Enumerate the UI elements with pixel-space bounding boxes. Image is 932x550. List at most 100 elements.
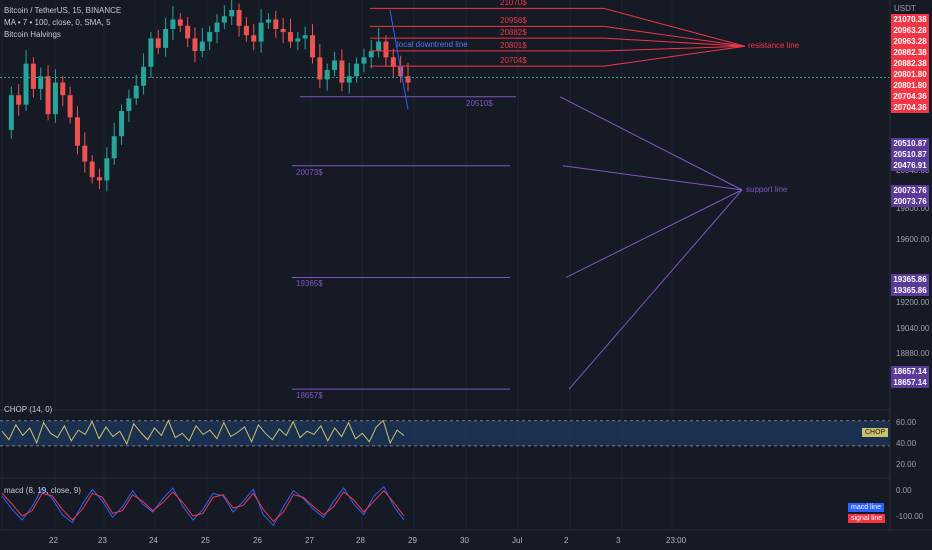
candle-body <box>119 110 125 137</box>
candle-body <box>295 38 301 42</box>
resistance-annotation: resistance line <box>748 41 800 51</box>
candle-body <box>368 51 374 58</box>
resistance-price-tag: 20801.80 <box>891 69 929 80</box>
candle-body <box>30 63 36 89</box>
candle-body <box>383 41 389 58</box>
candle-body <box>236 10 242 26</box>
candle-body <box>251 35 257 42</box>
downtrend-annotation: local downtrend line <box>397 40 468 49</box>
candle-body <box>243 25 249 36</box>
candle-body <box>16 95 22 105</box>
candle-body <box>390 57 396 67</box>
halvings-legend[interactable]: Bitcoin Halvings <box>4 30 61 39</box>
resistance-arrow <box>603 25 746 47</box>
candle-body <box>89 161 95 178</box>
resistance-price-tag: 20704.36 <box>891 91 929 102</box>
candle-body <box>339 60 345 83</box>
candle-body <box>361 57 367 64</box>
candle-body <box>67 95 73 118</box>
resistance-level-label: 20704$ <box>500 56 527 66</box>
candle-body <box>199 41 205 52</box>
candle-body <box>332 60 338 70</box>
candle-body <box>155 38 161 48</box>
macd-axis-label: 0.00 <box>896 485 912 495</box>
time-axis-label: 24 <box>149 536 158 545</box>
candle-body <box>207 32 213 42</box>
candle-body <box>185 25 191 39</box>
ma-legend[interactable]: MA • 7 • 100, close, 0, SMA, 5 <box>4 18 111 27</box>
candle-body <box>376 41 382 52</box>
candle-body <box>104 158 110 181</box>
resistance-arrow <box>603 37 746 47</box>
candle-body <box>265 19 271 23</box>
support-price-tag: 20073.76 <box>891 185 929 196</box>
support-arrow <box>568 189 743 390</box>
resistance-price-tag: 20704.36 <box>891 102 929 113</box>
time-axis-label: 28 <box>356 536 365 545</box>
resistance-price-tag: 20963.28 <box>891 36 929 47</box>
candle-body <box>302 35 308 39</box>
signal-line <box>1 489 405 523</box>
candle-body <box>45 76 51 115</box>
currency-label: USDT <box>894 4 916 13</box>
candle-body <box>163 28 169 48</box>
macd-legend[interactable]: macd (8, 19, close, 9) <box>4 486 81 495</box>
time-axis-label: 30 <box>460 536 469 545</box>
macd-axis-label: -100.00 <box>896 512 924 522</box>
candle-body <box>221 16 227 23</box>
resistance-arrow <box>603 45 746 52</box>
macd-pane <box>1 485 405 527</box>
candle-body <box>280 28 286 33</box>
support-price-tag: 19365.86 <box>891 285 929 296</box>
candle-body <box>126 98 132 111</box>
chop-axis-label: 40.00 <box>896 439 917 448</box>
candle-body <box>96 177 102 181</box>
price-axis-label: 19600.00 <box>896 235 930 245</box>
candle-body <box>354 63 360 77</box>
candle-body <box>38 76 44 89</box>
macd-series-badge: macd line <box>848 503 884 512</box>
candle-body <box>111 136 117 159</box>
time-axis-label: 3 <box>616 536 621 545</box>
candle-body <box>405 76 411 83</box>
resistance-level-label: 20956$ <box>500 16 527 26</box>
symbol-legend[interactable]: Bitcoin / TetherUS, 15, BINANCE <box>4 6 122 15</box>
price-axis-label: 19040.00 <box>896 323 930 333</box>
time-axis-label: 25 <box>201 536 210 545</box>
candle-body <box>287 32 293 42</box>
support-price-tag: 18657.14 <box>891 366 929 377</box>
candle-body <box>170 19 176 29</box>
support-annotation: support line <box>746 184 788 194</box>
candle-body <box>133 85 139 99</box>
resistance-price-tag: 21070.38 <box>891 14 929 25</box>
resistance-arrow <box>603 7 746 47</box>
support-price-tag: 20510.87 <box>891 138 929 149</box>
candle-body <box>52 82 58 115</box>
candle-body <box>148 38 154 67</box>
support-arrow <box>559 96 743 191</box>
support-level-label: 18657$ <box>296 391 323 401</box>
candle-body <box>177 19 183 26</box>
time-axis-label: 27 <box>305 536 314 545</box>
candle-body <box>214 22 220 33</box>
resistance-price-tag: 20963.28 <box>891 25 929 36</box>
chop-band <box>0 420 890 446</box>
chop-axis-label: 20.00 <box>896 460 917 470</box>
candle-body <box>23 63 29 105</box>
candle-body <box>346 76 352 83</box>
resistance-level-label: 20801$ <box>500 40 527 50</box>
price-axis-label: 19800.00 <box>896 203 930 213</box>
resistance-price-tag: 20882.38 <box>891 58 929 69</box>
chop-axis-label: 60.00 <box>896 417 917 427</box>
candle-body <box>74 117 80 146</box>
time-axis-label: 22 <box>49 536 58 545</box>
chop-badge: CHOP <box>862 428 889 438</box>
chop-legend[interactable]: CHOP (14, 0) <box>4 405 53 414</box>
candle-body <box>229 10 235 17</box>
candle-body <box>82 145 88 162</box>
support-price-tag: 20476.91 <box>891 160 929 171</box>
support-price-tag: 18657.14 <box>891 377 929 388</box>
support-price-tag: 20510.87 <box>891 149 929 160</box>
resistance-level-label: 20882$ <box>500 28 527 38</box>
